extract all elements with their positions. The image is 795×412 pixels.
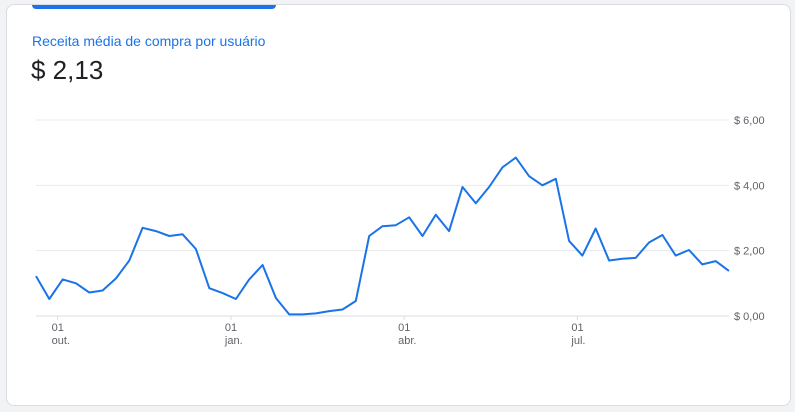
data-point[interactable] [232, 295, 240, 303]
data-point[interactable] [125, 256, 133, 264]
data-point[interactable] [165, 232, 173, 240]
series-line[interactable] [35, 156, 730, 316]
x-tick-month-label: jan. [224, 335, 243, 347]
data-point[interactable] [645, 239, 653, 247]
data-point[interactable] [339, 305, 347, 313]
y-tick-label: $ 6,00 [734, 115, 765, 127]
data-point[interactable] [272, 294, 280, 302]
data-point[interactable] [219, 289, 227, 297]
y-tick-label: $ 2,00 [734, 246, 765, 258]
data-point[interactable] [405, 213, 413, 221]
data-point[interactable] [392, 221, 400, 229]
data-point[interactable] [259, 261, 267, 269]
data-point[interactable] [485, 183, 493, 191]
data-point[interactable] [285, 310, 293, 318]
data-point[interactable] [312, 309, 320, 317]
data-point[interactable] [45, 295, 53, 303]
data-point[interactable] [672, 252, 680, 260]
data-point[interactable] [352, 297, 360, 305]
data-point[interactable] [552, 175, 560, 183]
data-point[interactable] [618, 255, 626, 263]
data-point[interactable] [685, 246, 693, 254]
data-point[interactable] [192, 245, 200, 253]
data-point[interactable] [379, 222, 387, 230]
x-tick-day-label: 01 [398, 322, 410, 334]
data-point[interactable] [72, 279, 80, 287]
data-point[interactable] [445, 227, 453, 235]
data-point[interactable] [152, 227, 160, 235]
data-point[interactable] [592, 224, 600, 232]
y-axis-ticks: $ 0,00 $ 2,00 $ 4,00 $ 6,00 [734, 115, 765, 323]
selected-tab-indicator [32, 5, 276, 9]
data-point[interactable] [538, 181, 546, 189]
data-point[interactable] [512, 154, 520, 162]
y-tick-label: $ 0,00 [734, 311, 765, 323]
data-point[interactable] [112, 274, 120, 282]
data-point[interactable] [365, 232, 373, 240]
data-point[interactable] [32, 272, 40, 280]
metric-value: $ 2,13 [31, 55, 104, 85]
data-point[interactable] [725, 267, 733, 275]
metric-label[interactable]: Receita média de compra por usuário [32, 33, 266, 49]
data-point[interactable] [565, 237, 573, 245]
data-point[interactable] [712, 257, 720, 265]
data-point[interactable] [698, 260, 706, 268]
x-tick-month-label: abr. [398, 335, 416, 347]
data-point[interactable] [85, 288, 93, 296]
data-point[interactable] [99, 287, 107, 295]
data-point[interactable] [498, 163, 506, 171]
data-point[interactable] [418, 232, 426, 240]
x-tick-month-label: jul. [570, 335, 585, 347]
data-point[interactable] [139, 224, 147, 232]
x-tick-month-label: out. [52, 335, 70, 347]
x-tick-day-label: 01 [225, 322, 237, 334]
data-point[interactable] [325, 307, 333, 315]
series-layer [32, 154, 733, 318]
data-point[interactable] [605, 256, 613, 264]
data-point[interactable] [632, 254, 640, 262]
data-point[interactable] [578, 252, 586, 260]
data-point[interactable] [205, 284, 213, 292]
data-point[interactable] [458, 183, 466, 191]
data-point[interactable] [299, 310, 307, 318]
data-point[interactable] [245, 275, 253, 283]
data-point[interactable] [432, 211, 440, 219]
data-point[interactable] [59, 275, 67, 283]
data-point[interactable] [525, 172, 533, 180]
grid-lines [36, 119, 729, 317]
x-tick-day-label: 01 [52, 322, 64, 334]
x-tick-day-label: 01 [571, 322, 583, 334]
data-point[interactable] [472, 199, 480, 207]
data-point[interactable] [658, 231, 666, 239]
metric-card: Receita média de compra por usuário $ 2,… [6, 4, 791, 406]
y-tick-label: $ 4,00 [734, 180, 765, 192]
data-point[interactable] [179, 230, 187, 238]
